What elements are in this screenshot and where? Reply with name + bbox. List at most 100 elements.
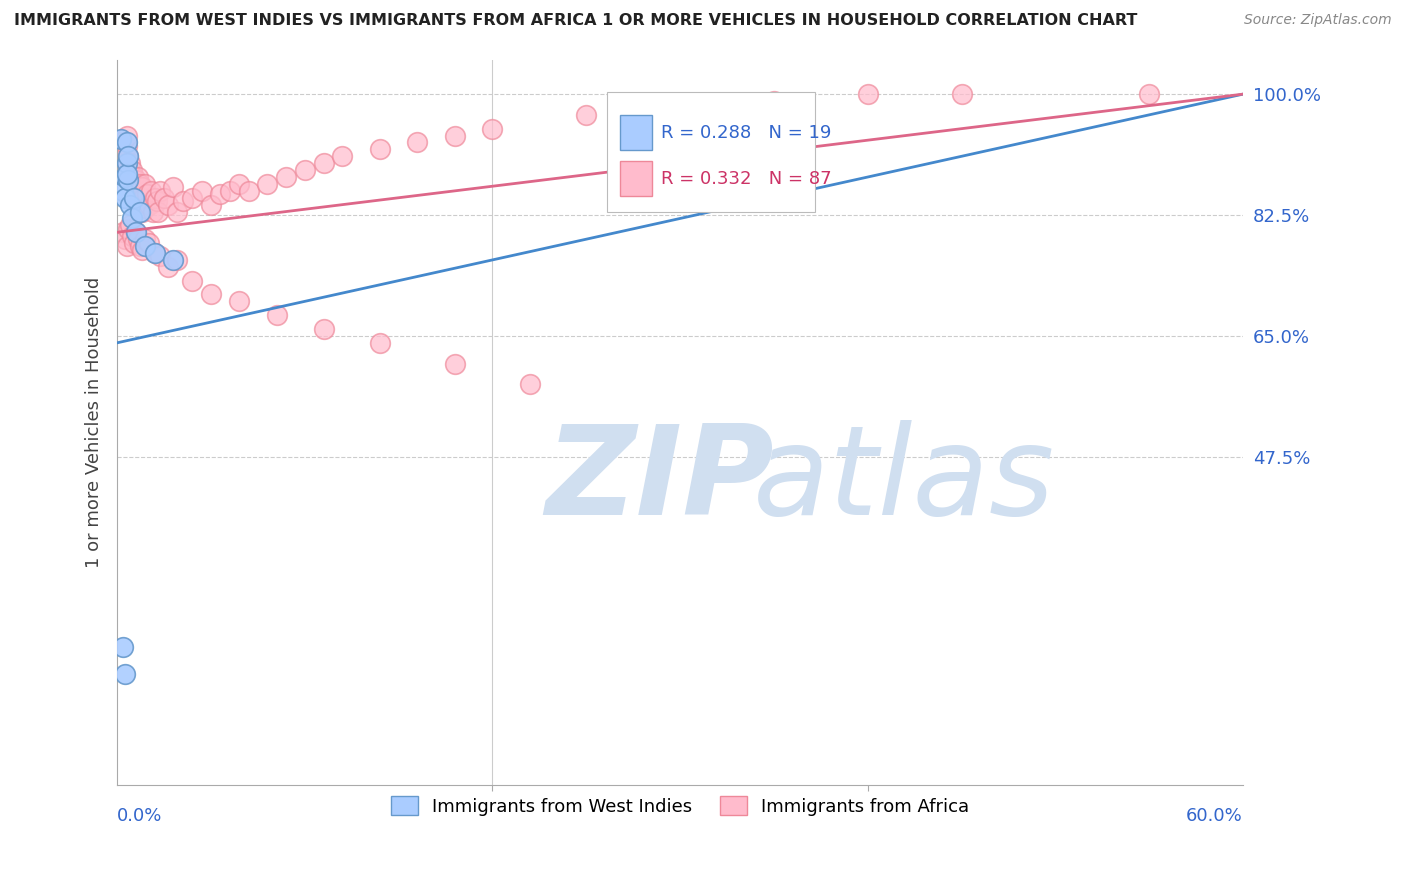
Point	[312, 322, 335, 336]
Point	[121, 163, 143, 178]
Point	[190, 184, 212, 198]
Point	[114, 667, 136, 681]
Point	[115, 128, 138, 143]
Point	[1137, 87, 1160, 102]
Point	[228, 294, 250, 309]
Point	[115, 156, 138, 170]
Point	[143, 246, 166, 260]
Point	[120, 197, 142, 211]
Text: IMMIGRANTS FROM WEST INDIES VS IMMIGRANTS FROM AFRICA 1 OR MORE VEHICLES IN HOUS: IMMIGRANTS FROM WEST INDIES VS IMMIGRANT…	[14, 13, 1137, 29]
Point	[950, 87, 973, 102]
Point	[122, 191, 145, 205]
Point	[166, 252, 188, 267]
Point	[139, 184, 162, 198]
FancyBboxPatch shape	[607, 92, 815, 212]
Point	[120, 156, 142, 170]
Point	[128, 239, 150, 253]
Point	[519, 377, 541, 392]
Point	[114, 149, 136, 163]
Point	[138, 235, 160, 250]
Point	[444, 128, 467, 143]
Point	[115, 156, 138, 170]
Point	[111, 640, 134, 654]
Text: 60.0%: 60.0%	[1187, 806, 1243, 824]
Point	[134, 201, 156, 215]
Point	[117, 222, 139, 236]
Point	[114, 169, 136, 184]
Point	[128, 204, 150, 219]
Point	[125, 173, 148, 187]
Point	[153, 191, 176, 205]
Point	[115, 167, 138, 181]
Point	[128, 194, 150, 209]
Point	[134, 232, 156, 246]
Point	[125, 225, 148, 239]
Point	[111, 184, 134, 198]
Point	[131, 204, 153, 219]
Point	[368, 335, 391, 350]
Point	[121, 180, 143, 194]
Point	[125, 225, 148, 239]
Point	[117, 169, 139, 184]
Point	[138, 197, 160, 211]
Point	[209, 187, 232, 202]
Point	[444, 357, 467, 371]
Point	[136, 187, 159, 202]
Y-axis label: 1 or more Vehicles in Household: 1 or more Vehicles in Household	[86, 277, 103, 568]
Point	[132, 191, 155, 205]
Point	[111, 136, 134, 150]
Point	[115, 136, 138, 150]
Point	[406, 136, 429, 150]
Text: 0.0%: 0.0%	[117, 806, 163, 824]
Point	[111, 225, 134, 239]
Point	[117, 149, 139, 163]
FancyBboxPatch shape	[620, 161, 652, 196]
Point	[330, 149, 353, 163]
Point	[669, 101, 692, 115]
Point	[256, 177, 278, 191]
Point	[166, 204, 188, 219]
Point	[294, 163, 316, 178]
Point	[181, 191, 204, 205]
Point	[481, 121, 503, 136]
FancyBboxPatch shape	[620, 115, 652, 150]
Point	[110, 132, 132, 146]
Point	[149, 184, 172, 198]
Point	[274, 169, 297, 184]
Point	[117, 173, 139, 187]
Point	[148, 204, 170, 219]
Point	[156, 260, 179, 274]
Point	[114, 169, 136, 184]
Point	[856, 87, 879, 102]
Text: atlas: atlas	[754, 420, 1056, 541]
Point	[228, 177, 250, 191]
Point	[149, 250, 172, 264]
Point	[115, 239, 138, 253]
Point	[156, 197, 179, 211]
Point	[162, 252, 184, 267]
Point	[200, 197, 222, 211]
Point	[127, 169, 149, 184]
Point	[110, 142, 132, 156]
Point	[162, 180, 184, 194]
Point	[142, 204, 165, 219]
Point	[131, 180, 153, 194]
Point	[134, 177, 156, 191]
Text: R = 0.332   N = 87: R = 0.332 N = 87	[661, 169, 831, 187]
Point	[762, 94, 785, 108]
Text: ZIP: ZIP	[546, 420, 773, 541]
Point	[127, 232, 149, 246]
Point	[125, 197, 148, 211]
Legend: Immigrants from West Indies, Immigrants from Africa: Immigrants from West Indies, Immigrants …	[384, 789, 977, 823]
Point	[266, 308, 288, 322]
Point	[111, 156, 134, 170]
Point	[143, 191, 166, 205]
Point	[121, 211, 143, 226]
Point	[131, 243, 153, 257]
Point	[172, 194, 194, 209]
Point	[181, 274, 204, 288]
Point	[127, 191, 149, 205]
Point	[117, 149, 139, 163]
Point	[122, 235, 145, 250]
Point	[122, 191, 145, 205]
